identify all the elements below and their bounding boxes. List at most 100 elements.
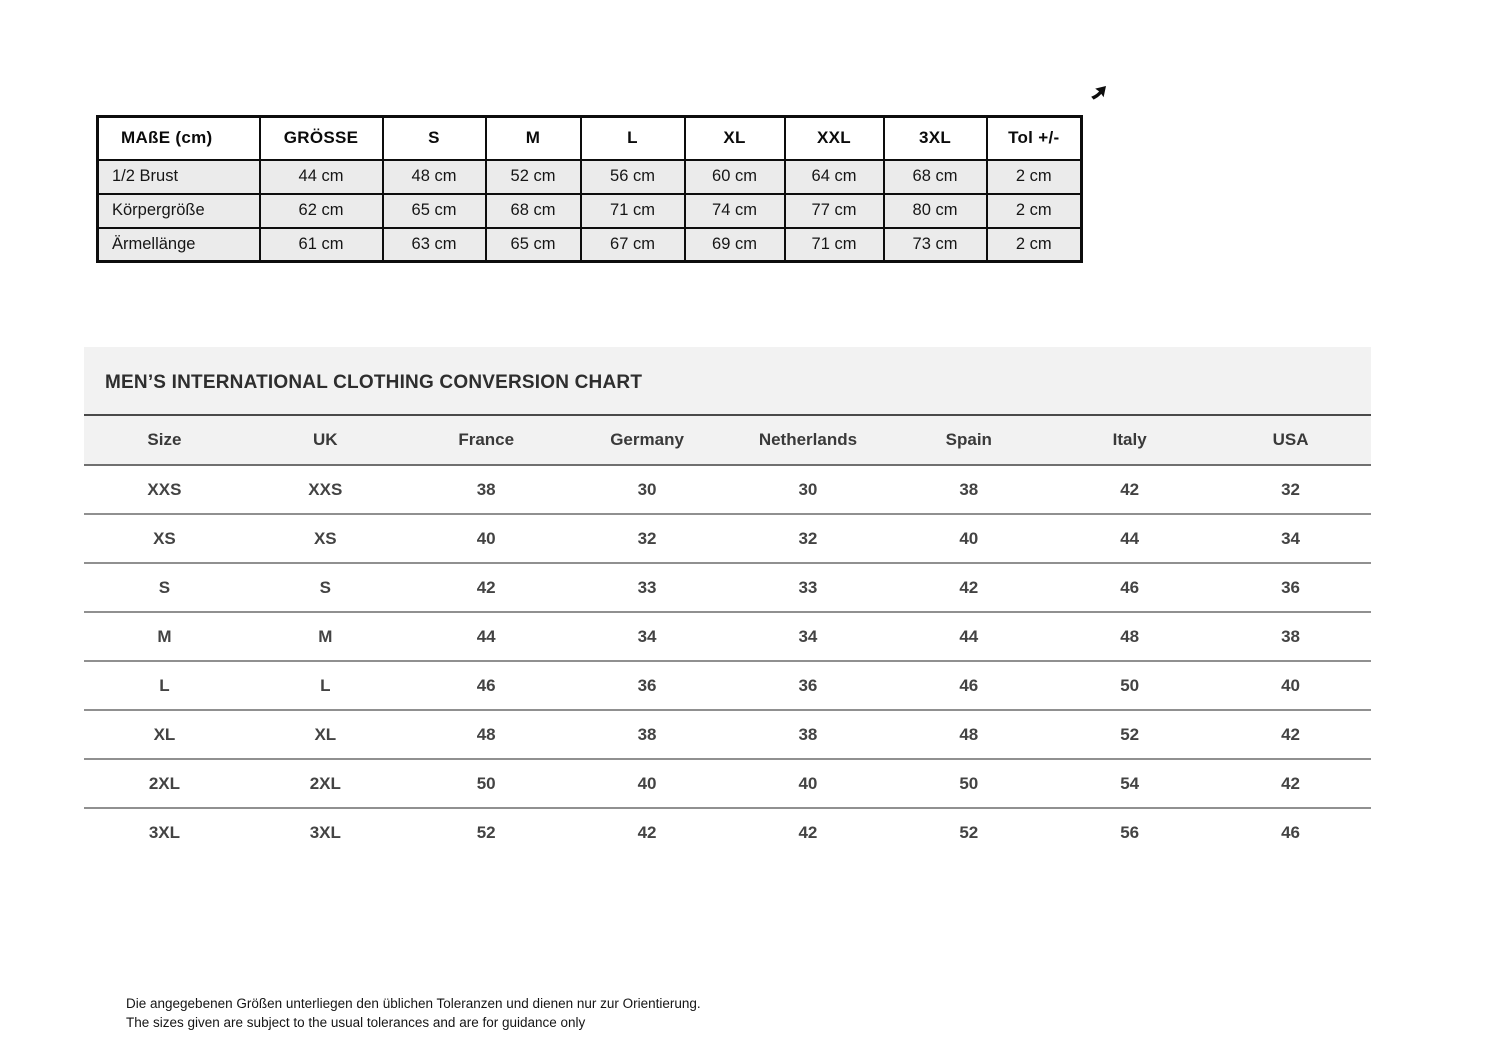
column-header: Spain xyxy=(888,416,1050,466)
table-row: 3XL 3XL 52 42 42 52 56 46 xyxy=(84,808,1371,857)
table-row: 1/2 Brust 44 cm 48 cm 52 cm 56 cm 60 cm 64 cm 6… xyxy=(96,158,1083,195)
value-cell: 40 xyxy=(888,514,1050,564)
conversion-table: Size UK France Germany Netherlands Spain Italy… xyxy=(84,416,1371,857)
column-header: Size xyxy=(84,416,245,466)
footer-note-english: The sizes given are subject to the usual… xyxy=(126,1015,586,1030)
column-header: Germany xyxy=(566,416,728,466)
value-cell: 3XL xyxy=(244,808,406,857)
value-cell: XXS xyxy=(244,465,406,515)
value-cell: 38 xyxy=(727,710,889,760)
value-cell: 42 xyxy=(727,808,889,857)
value-cell: 32 xyxy=(566,514,728,564)
value-cell: 62 cm xyxy=(258,192,384,229)
value-cell: 34 xyxy=(1210,514,1371,564)
northeast-arrow-icon[interactable] xyxy=(1083,82,1111,110)
row-label-cell: S xyxy=(84,563,245,613)
value-cell: 38 xyxy=(888,465,1050,515)
value-cell: 30 xyxy=(566,465,728,515)
value-cell: 2XL xyxy=(244,759,406,809)
value-cell: 48 xyxy=(1049,612,1211,662)
value-cell: 44 xyxy=(888,612,1050,662)
column-header: S xyxy=(381,115,487,161)
value-cell: 50 xyxy=(405,759,567,809)
column-header: XL xyxy=(683,115,786,161)
header-row: MAßE (cm) GRÖSSE S M L XL XXL 3XL Tol +/- xyxy=(96,115,1083,161)
value-cell: 65 cm xyxy=(484,226,582,263)
value-cell: 80 cm xyxy=(882,192,988,229)
value-cell: 63 cm xyxy=(381,226,487,263)
column-header: UK xyxy=(244,416,406,466)
value-cell: 2 cm xyxy=(985,226,1083,263)
value-cell: 74 cm xyxy=(683,192,786,229)
column-header: Tol +/- xyxy=(985,115,1083,161)
value-cell: XS xyxy=(244,514,406,564)
value-cell: 56 xyxy=(1049,808,1211,857)
value-cell: 46 xyxy=(888,661,1050,711)
value-cell: 40 xyxy=(405,514,567,564)
row-label-cell: Körpergröße xyxy=(96,192,261,229)
value-cell: 68 cm xyxy=(484,192,582,229)
table-row: XL XL 48 38 38 48 52 42 xyxy=(84,710,1371,760)
row-label-cell: L xyxy=(84,661,245,711)
row-label-cell: M xyxy=(84,612,245,662)
column-header: Italy xyxy=(1049,416,1211,466)
value-cell: 69 cm xyxy=(683,226,786,263)
row-label-cell: 3XL xyxy=(84,808,245,857)
value-cell: 46 xyxy=(1049,563,1211,613)
value-cell: 34 xyxy=(566,612,728,662)
row-label-cell: XL xyxy=(84,710,245,760)
table-row: Körpergröße 62 cm 65 cm 68 cm 71 cm 74 cm 77 c… xyxy=(96,192,1083,229)
value-cell: 34 xyxy=(727,612,889,662)
value-cell: 48 xyxy=(405,710,567,760)
value-cell: 40 xyxy=(1210,661,1371,711)
row-label-cell: 1/2 Brust xyxy=(96,158,261,195)
footer-note-german: Die angegebenen Größen unterliegen den ü… xyxy=(126,996,701,1011)
value-cell: 40 xyxy=(727,759,889,809)
value-cell: 38 xyxy=(405,465,567,515)
value-cell: 44 xyxy=(1049,514,1211,564)
value-cell: 42 xyxy=(1210,759,1371,809)
table-row: Ärmellänge 61 cm 63 cm 65 cm 67 cm 69 cm 71 cm… xyxy=(96,226,1083,263)
value-cell: 56 cm xyxy=(579,158,686,195)
column-header: 3XL xyxy=(882,115,988,161)
value-cell: 42 xyxy=(405,563,567,613)
value-cell: 38 xyxy=(566,710,728,760)
value-cell: S xyxy=(244,563,406,613)
value-cell: 52 xyxy=(888,808,1050,857)
table-row: L L 46 36 36 46 50 40 xyxy=(84,661,1371,711)
value-cell: 61 cm xyxy=(258,226,384,263)
value-cell: 44 cm xyxy=(258,158,384,195)
value-cell: 40 xyxy=(566,759,728,809)
value-cell: 32 xyxy=(1210,465,1371,515)
conversion-chart-section: MEN’S INTERNATIONAL CLOTHING CONVERSION … xyxy=(84,347,1371,857)
value-cell: 60 cm xyxy=(683,158,786,195)
value-cell: 71 cm xyxy=(579,192,686,229)
value-cell: 48 xyxy=(888,710,1050,760)
column-header: L xyxy=(579,115,686,161)
value-cell: 46 xyxy=(1210,808,1371,857)
table-row: 2XL 2XL 50 40 40 50 54 42 xyxy=(84,759,1371,809)
column-header: France xyxy=(405,416,567,466)
value-cell: 36 xyxy=(566,661,728,711)
value-cell: 44 xyxy=(405,612,567,662)
row-label-cell: 2XL xyxy=(84,759,245,809)
footer-note: Die angegebenen Größen unterliegen den ü… xyxy=(126,994,701,1032)
column-header: MAßE (cm) xyxy=(96,115,261,161)
value-cell: 42 xyxy=(1210,710,1371,760)
value-cell: 42 xyxy=(1049,465,1211,515)
conversion-chart-title: MEN’S INTERNATIONAL CLOTHING CONVERSION … xyxy=(84,347,1371,416)
value-cell: M xyxy=(244,612,406,662)
column-header: USA xyxy=(1210,416,1371,466)
value-cell: XL xyxy=(244,710,406,760)
table-row: XXS XXS 38 30 30 38 42 32 xyxy=(84,465,1371,515)
value-cell: 33 xyxy=(727,563,889,613)
value-cell: 42 xyxy=(566,808,728,857)
value-cell: 36 xyxy=(727,661,889,711)
value-cell: 54 xyxy=(1049,759,1211,809)
value-cell: 2 cm xyxy=(985,192,1083,229)
value-cell: 30 xyxy=(727,465,889,515)
value-cell: 50 xyxy=(1049,661,1211,711)
value-cell: 77 cm xyxy=(783,192,885,229)
value-cell: 46 xyxy=(405,661,567,711)
